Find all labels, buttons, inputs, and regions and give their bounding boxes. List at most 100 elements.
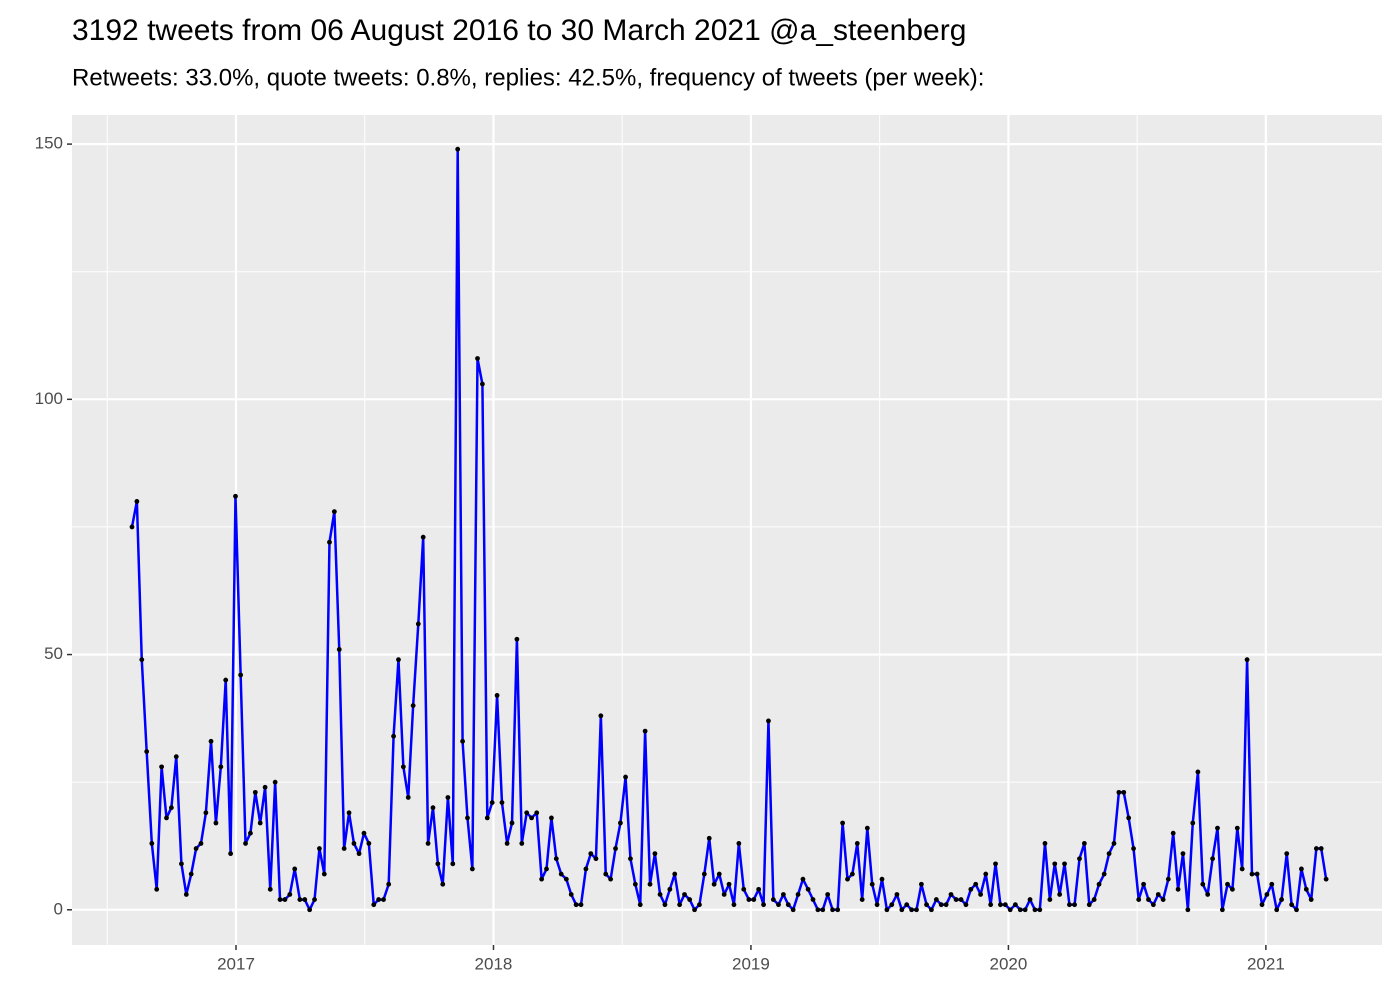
point [568, 892, 574, 897]
point [179, 861, 184, 867]
point [139, 657, 145, 663]
point [988, 902, 994, 908]
point [1225, 881, 1230, 887]
point [657, 892, 663, 897]
point [292, 866, 298, 872]
point [277, 897, 283, 902]
point [998, 902, 1003, 908]
point [766, 718, 771, 724]
point [287, 892, 293, 897]
point [963, 902, 969, 908]
point [1126, 815, 1132, 821]
point [228, 851, 234, 857]
point [756, 886, 762, 892]
point [381, 897, 386, 902]
point [1091, 897, 1097, 902]
point [909, 907, 915, 913]
point [553, 856, 559, 862]
point [1264, 892, 1270, 897]
point [440, 881, 446, 887]
point [1121, 789, 1127, 795]
point [558, 871, 564, 877]
point [672, 871, 678, 877]
point [1294, 907, 1299, 913]
point [188, 871, 194, 877]
point [706, 835, 712, 841]
point [549, 815, 554, 821]
point [993, 861, 998, 867]
point [134, 499, 140, 504]
point [628, 856, 633, 862]
point [307, 907, 313, 913]
point [504, 841, 510, 846]
point [1195, 769, 1201, 775]
x-tick-label: 2019 [732, 954, 770, 973]
point [637, 902, 643, 908]
point [445, 795, 451, 800]
point [173, 754, 179, 760]
point [973, 881, 979, 887]
point [1022, 907, 1028, 913]
point [1141, 881, 1146, 887]
x-tick-label: 2018 [475, 954, 513, 973]
point [746, 897, 752, 902]
point [396, 657, 401, 663]
point [623, 774, 628, 780]
point [894, 892, 900, 897]
point [1299, 866, 1304, 872]
point [430, 805, 436, 811]
point [1116, 789, 1122, 795]
point [534, 810, 540, 816]
point [805, 886, 811, 892]
point [1239, 866, 1245, 872]
point [840, 820, 846, 826]
point [884, 907, 890, 913]
point [1284, 851, 1290, 857]
point [1067, 902, 1072, 908]
chart-subtitle: Retweets: 33.0%, quote tweets: 0.8%, rep… [72, 64, 984, 91]
point [1175, 886, 1181, 892]
point [1210, 856, 1215, 862]
point [341, 846, 347, 851]
point [376, 897, 382, 902]
point [736, 841, 742, 846]
point [213, 820, 219, 826]
point [405, 795, 411, 800]
point [435, 861, 441, 867]
point [312, 897, 317, 902]
point [154, 886, 160, 892]
point [899, 907, 905, 913]
point [164, 815, 169, 821]
point [524, 810, 530, 816]
x-tick-label: 2017 [217, 954, 255, 973]
point [929, 907, 934, 913]
point [642, 728, 648, 734]
point [953, 897, 959, 902]
point [391, 733, 396, 739]
point [346, 810, 352, 816]
point [1274, 907, 1280, 913]
point [183, 892, 189, 897]
point [830, 907, 835, 913]
point [603, 871, 609, 877]
point [859, 897, 865, 902]
point [751, 897, 757, 902]
point [193, 846, 199, 851]
point [1180, 851, 1186, 857]
point [1160, 897, 1166, 902]
point [1096, 881, 1102, 887]
point [400, 764, 406, 770]
point [874, 902, 880, 908]
point [618, 820, 623, 826]
point [820, 907, 826, 913]
x-tick-label: 2021 [1247, 954, 1285, 973]
point [198, 841, 204, 846]
y-tick-label: 150 [35, 134, 63, 153]
point [248, 830, 253, 836]
point [721, 892, 727, 897]
point [1032, 907, 1038, 913]
point [810, 897, 816, 902]
point [1279, 897, 1284, 902]
point [825, 892, 831, 897]
point [983, 871, 989, 877]
